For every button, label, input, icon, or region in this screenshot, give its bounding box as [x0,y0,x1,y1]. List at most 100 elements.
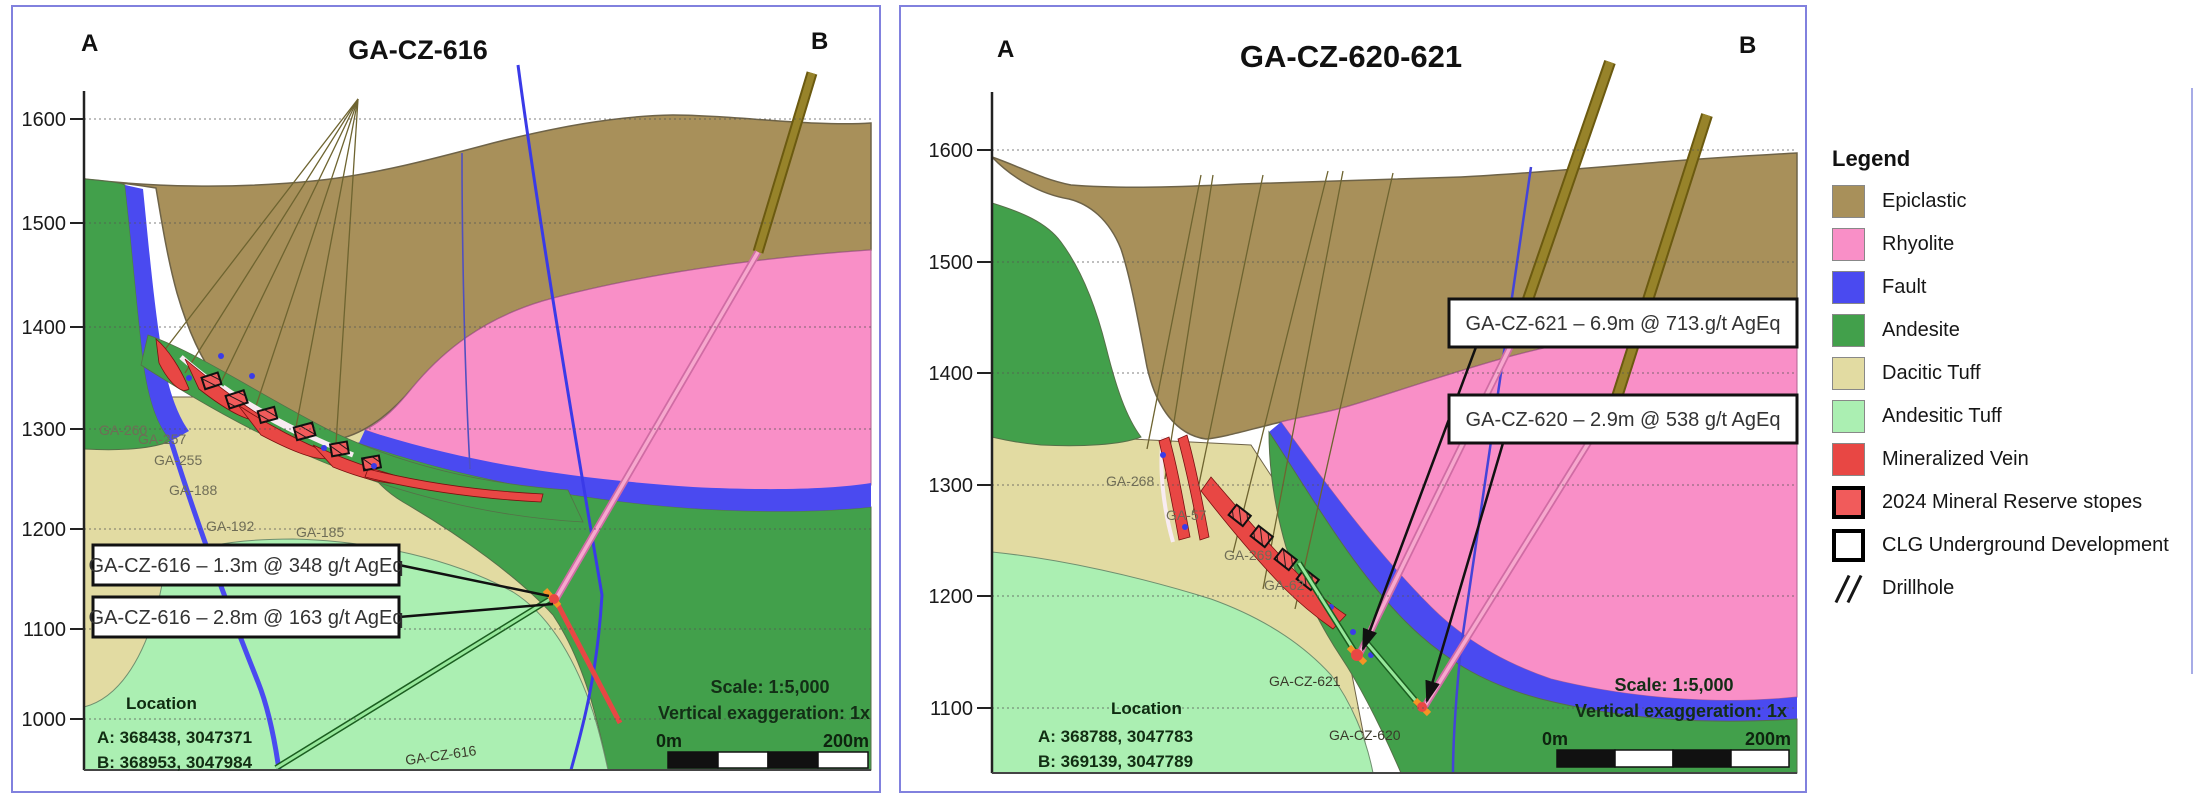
fault-left-strip [125,185,189,441]
drillhole-label: GA-255 [154,452,202,468]
svg-text:Vertical exaggeration: 1x: Vertical exaggeration: 1x [1575,701,1787,721]
drillhole-label: GA-62 [1264,577,1305,593]
svg-text:GA-CZ-616 – 2.8m @ 163 g/t AgE: GA-CZ-616 – 2.8m @ 163 g/t AgEq [89,607,404,629]
legend-item-label: CLG Underground Development [1882,533,2169,556]
vein-intercept-dots [1160,452,1374,658]
reserve-stopes-swatch [1832,485,1865,519]
legend-item-label: Epiclastic [1882,189,1967,212]
legend-item: 2024 Mineral Reserve stopes [1832,485,2194,519]
drillhole-label: GA-257 [138,431,186,447]
underground-development-swatch [1832,528,1865,562]
assay-annotation-box: GA-CZ-616 – 2.8m @ 163 g/t AgEq [89,595,404,639]
drillhole-label: GA-188 [169,482,217,498]
dike-line-2 [1613,113,1711,399]
legend-item: Rhyolite [1832,227,2194,261]
elevation-tick-label: 1500 [22,213,67,235]
drillhole-icon [1832,572,1865,605]
drillhole-label: GA-192 [206,518,254,534]
fault-left-trace [168,440,282,771]
drillhole-trace-ga-cz-616 [274,588,562,771]
elevation-tick-label: 1200 [929,586,974,608]
vein-fault-trace [553,599,623,725]
dike-line [754,71,816,254]
svg-text:Scale: 1:5,000: Scale: 1:5,000 [710,677,829,697]
svg-text:B: 369139, 3047789: B: 369139, 3047789 [1038,752,1193,771]
legend-item-label: Andesitic Tuff [1882,404,2002,427]
svg-text:A: 368438, 3047371: A: 368438, 3047371 [97,728,252,747]
vein-intercept-dots [186,353,377,469]
andesite-left-wedge [991,202,1142,447]
drillhole-label: GA-CZ-620 [1329,727,1401,743]
geology-regions [83,114,872,771]
drillhole-trace-pink-inner-2 [1421,396,1619,710]
fault-lines [1355,60,1713,774]
legend-item: Epiclastic [1832,184,2194,218]
drillhole-trace-pink-inner [1357,336,1517,656]
epiclastic-swatch [1832,184,1865,218]
fault-swatch [1832,270,1865,304]
panel-title: GA-CZ-616 [348,35,488,65]
intercept-marker [1417,702,1427,712]
elevation-tick-label: 1600 [22,109,67,131]
elevation-tick-label: 1100 [23,619,66,641]
elevation-tick-label: 1000 [22,709,67,731]
svg-text:200m: 200m [1745,729,1791,749]
andesitic-tuff-region [991,551,1374,774]
svg-text:0m: 0m [1542,729,1568,749]
legend-item: Andesitic Tuff [1832,399,2194,433]
legend-item-label: Mineralized Vein [1882,447,2029,470]
elevation-tick-label: 1400 [929,363,974,385]
reserve-stopes [1227,503,1321,592]
svg-text:GA-CZ-616 – 1.3m @ 348 g/t AgE: GA-CZ-616 – 1.3m @ 348 g/t AgEq [89,555,404,577]
section-marker-a: A [997,36,1014,63]
scale-bar [667,751,869,769]
legend: Legend Epiclastic Rhyolite Fault Andesit… [1832,146,2194,614]
fault-thin-line [461,152,471,470]
drillhole-fan-lines [1146,170,1394,610]
cross-section-panel-616: 1600 1500 1400 1300 1200 1100 1000 A B G… [11,5,881,793]
scale-bar [1556,749,1790,768]
legend-item: Dacitic Tuff [1832,356,2194,390]
svg-text:GA-CZ-621 – 6.9m @ 713.g/t AgE: GA-CZ-621 – 6.9m @ 713.g/t AgEq [1466,313,1781,335]
elevation-tick-label: 1300 [22,419,67,441]
assay-annotations: GA-CZ-621 – 6.9m @ 713.g/t AgEq GA-CZ-62… [1361,297,1799,704]
legend-item-label: 2024 Mineral Reserve stopes [1882,490,2143,513]
page-edge-line [2191,88,2193,674]
reserve-stopes [200,371,383,472]
drillhole-label: GA-57 [1166,507,1207,523]
drillhole-label: GA-268 [1106,473,1154,489]
assay-annotation-box: GA-CZ-616 – 1.3m @ 348 g/t AgEq [89,543,404,587]
legend-item-label: Rhyolite [1882,232,1955,255]
dike-line [1511,60,1614,339]
panel-title: GA-CZ-620-621 [1240,39,1462,74]
cross-section-panel-620-621: 1600 1500 1400 1300 1200 1100 A B GA-CZ-… [899,5,1807,793]
drillhole-labels: GA-268 GA-57 GA-269 GA-62 GA-CZ-621 GA-C… [1106,473,1401,743]
scale-block: Scale: 1:5,000 Vertical exaggeration: 1x… [656,677,870,769]
andesitic-tuff-swatch [1832,399,1865,433]
andesite-swatch [1832,313,1865,347]
drillhole-label: GA-269 [1224,547,1272,563]
assay-annotation-box: GA-CZ-621 – 6.9m @ 713.g/t AgEq [1447,297,1799,349]
elevation-tick-label: 1400 [22,317,67,339]
scale-block: Scale: 1:5,000 Vertical exaggeration: 1x… [1542,675,1791,768]
legend-item: Andesite [1832,313,2194,347]
elevation-axis [977,92,1797,774]
legend-item: CLG Underground Development [1832,528,2194,562]
location-block: Location A: 368438, 3047371 B: 368953, 3… [97,694,253,772]
elevation-tick-label: 1300 [929,475,974,497]
mineralized-veins [155,338,623,725]
svg-text:200m: 200m [823,731,869,751]
legend-item: Mineralized Vein [1832,442,2194,476]
dacitic-tuff-swatch [1832,356,1865,390]
assay-annotation-box: GA-CZ-620 – 2.9m @ 538 g/t AgEq [1447,393,1799,445]
drillhole-label: GA-185 [296,524,344,540]
svg-text:0m: 0m [656,731,682,751]
legend-item-label: Andesite [1882,318,1960,341]
svg-text:Location: Location [126,694,197,713]
fault-diagonal-line [1451,166,1533,774]
elevation-tick-label: 1200 [22,519,67,541]
mineralized-vein-swatch [1832,442,1865,476]
svg-text:A: 368788, 3047783: A: 368788, 3047783 [1038,727,1193,746]
intercept-marker [549,594,559,604]
